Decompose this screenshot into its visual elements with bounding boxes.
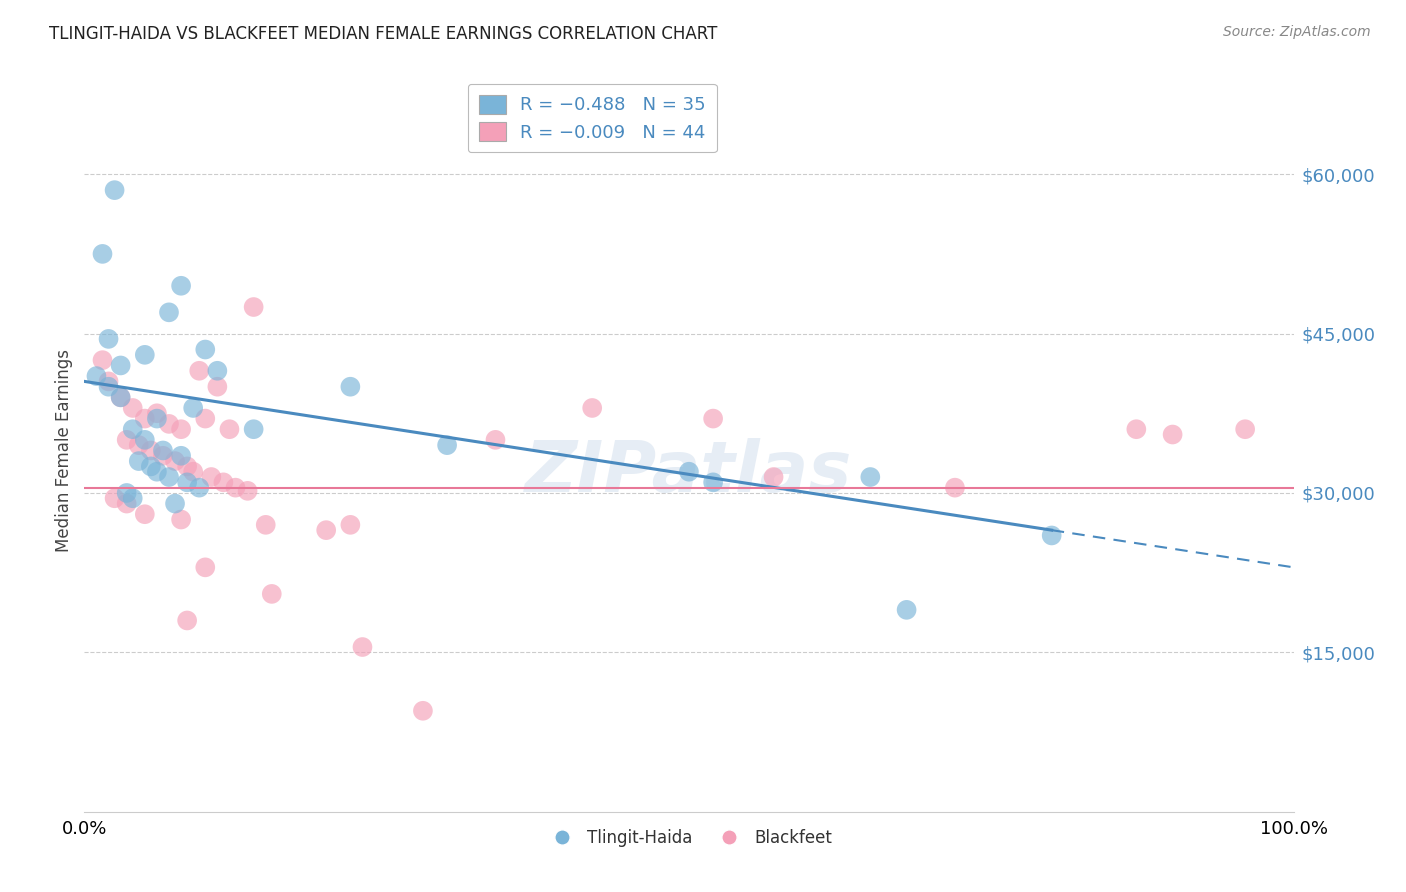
Point	[678, 465, 700, 479]
Point	[218, 422, 240, 436]
Point	[128, 454, 150, 468]
Point	[110, 390, 132, 404]
Point	[152, 449, 174, 463]
Point	[115, 497, 138, 511]
Point	[581, 401, 603, 415]
Point	[134, 348, 156, 362]
Point	[157, 417, 180, 431]
Point	[702, 411, 724, 425]
Point	[146, 465, 169, 479]
Point	[896, 603, 918, 617]
Point	[121, 491, 143, 506]
Point	[1040, 528, 1063, 542]
Point	[176, 459, 198, 474]
Point	[91, 247, 114, 261]
Point	[484, 433, 506, 447]
Point	[152, 443, 174, 458]
Point	[91, 353, 114, 368]
Point	[115, 433, 138, 447]
Point	[128, 438, 150, 452]
Point	[170, 422, 193, 436]
Point	[157, 305, 180, 319]
Point	[207, 380, 229, 394]
Point	[97, 380, 120, 394]
Point	[194, 343, 217, 357]
Point	[339, 380, 361, 394]
Point	[188, 481, 211, 495]
Point	[170, 449, 193, 463]
Point	[146, 411, 169, 425]
Y-axis label: Median Female Earnings: Median Female Earnings	[55, 349, 73, 552]
Point	[181, 465, 204, 479]
Point	[170, 278, 193, 293]
Text: TLINGIT-HAIDA VS BLACKFEET MEDIAN FEMALE EARNINGS CORRELATION CHART: TLINGIT-HAIDA VS BLACKFEET MEDIAN FEMALE…	[49, 25, 717, 43]
Point	[352, 640, 374, 654]
Point	[943, 481, 966, 495]
Point	[194, 560, 217, 574]
Legend: Tlingit-Haida, Blackfeet: Tlingit-Haida, Blackfeet	[538, 822, 839, 854]
Point	[339, 517, 361, 532]
Point	[134, 411, 156, 425]
Point	[254, 517, 277, 532]
Point	[176, 475, 198, 490]
Point	[134, 433, 156, 447]
Point	[200, 470, 222, 484]
Point	[242, 422, 264, 436]
Point	[134, 507, 156, 521]
Point	[97, 332, 120, 346]
Text: Source: ZipAtlas.com: Source: ZipAtlas.com	[1223, 25, 1371, 39]
Point	[260, 587, 283, 601]
Point	[315, 523, 337, 537]
Point	[121, 401, 143, 415]
Point	[859, 470, 882, 484]
Text: ZIPatlas: ZIPatlas	[526, 438, 852, 507]
Point	[412, 704, 434, 718]
Point	[1161, 427, 1184, 442]
Point	[139, 459, 162, 474]
Point	[188, 364, 211, 378]
Point	[194, 411, 217, 425]
Point	[121, 422, 143, 436]
Point	[104, 183, 127, 197]
Point	[181, 401, 204, 415]
Point	[242, 300, 264, 314]
Point	[236, 483, 259, 498]
Point	[207, 364, 229, 378]
Point	[86, 369, 108, 384]
Point	[1125, 422, 1147, 436]
Point	[139, 443, 162, 458]
Point	[110, 390, 132, 404]
Point	[110, 359, 132, 373]
Point	[225, 481, 247, 495]
Point	[702, 475, 724, 490]
Point	[212, 475, 235, 490]
Point	[146, 406, 169, 420]
Point	[97, 375, 120, 389]
Point	[170, 512, 193, 526]
Point	[165, 454, 187, 468]
Point	[176, 614, 198, 628]
Point	[157, 470, 180, 484]
Point	[165, 497, 187, 511]
Point	[115, 486, 138, 500]
Point	[104, 491, 127, 506]
Point	[1234, 422, 1257, 436]
Point	[762, 470, 785, 484]
Point	[436, 438, 458, 452]
